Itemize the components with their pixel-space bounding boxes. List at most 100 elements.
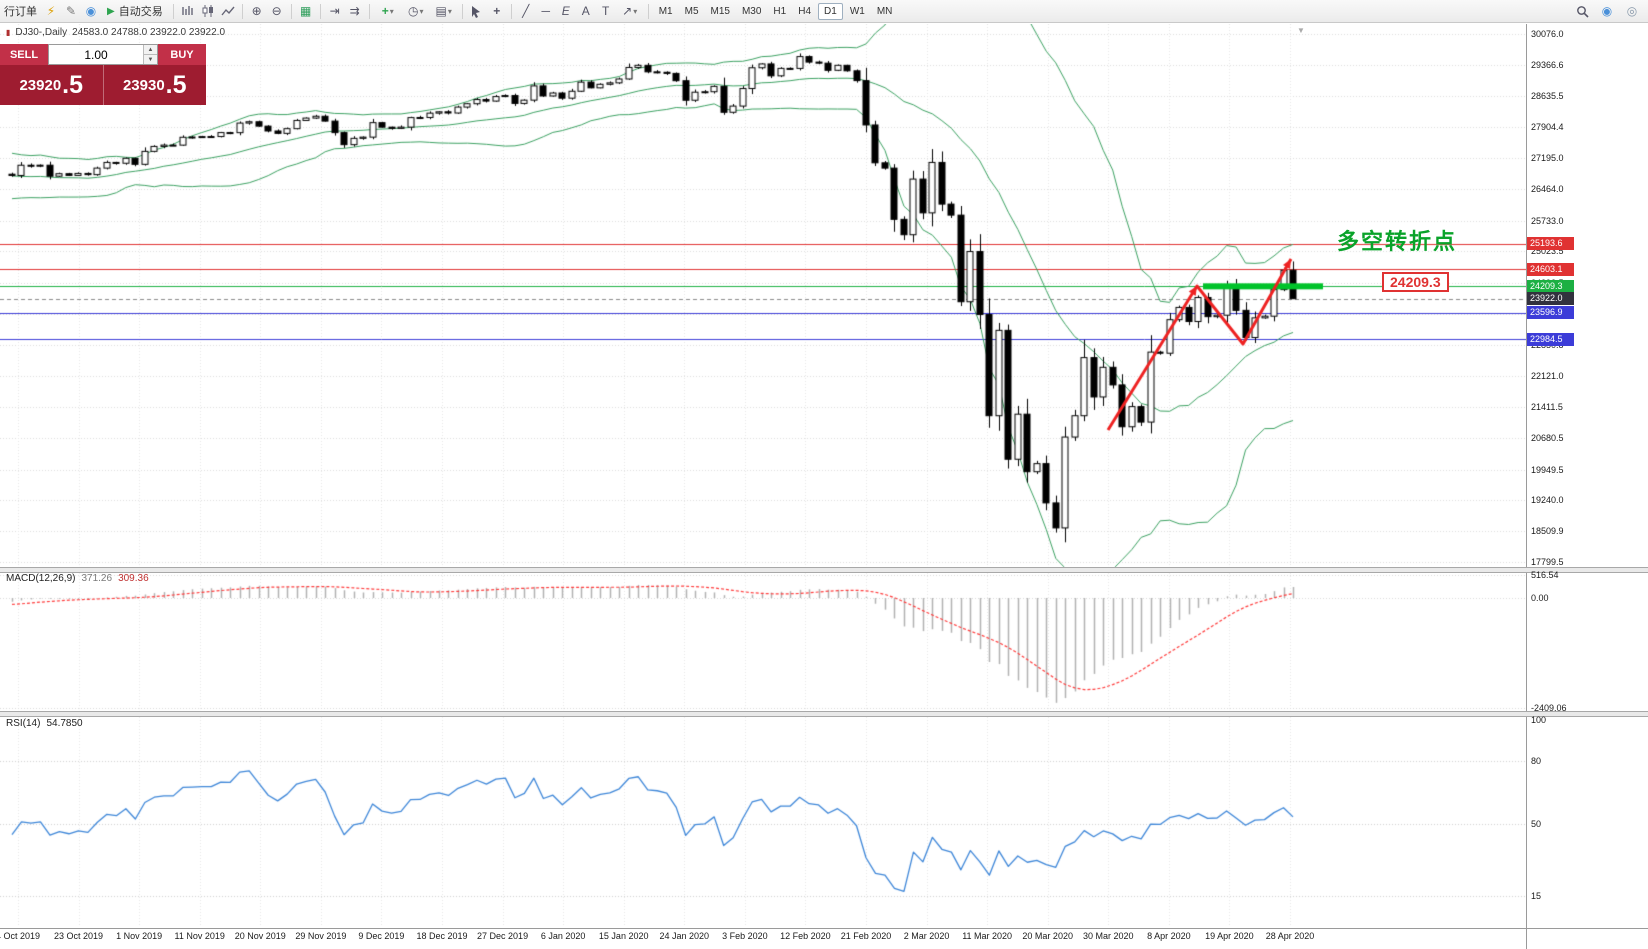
arrow-tool-icon: ↗ — [622, 4, 633, 18]
toolbar-separator — [461, 3, 463, 19]
volume-down-icon[interactable]: ▼ — [144, 54, 157, 64]
price-scale-label: 28635.5 — [1531, 90, 1564, 101]
indicators-button[interactable]: + ▾ — [375, 2, 401, 20]
period-button[interactable]: ◷ ▾ — [403, 2, 429, 20]
price-scale-label: 25733.0 — [1531, 215, 1564, 226]
time-scale-label: 27 Dec 2019 — [477, 931, 529, 941]
price-scale-label: 27195.0 — [1531, 152, 1564, 163]
auto-scroll-icon[interactable]: ⇥ — [329, 4, 340, 18]
price-tag[interactable]: 23922.0 — [1527, 292, 1574, 306]
label-tool-icon[interactable]: T — [602, 4, 610, 18]
rsi-scale-label: 100 — [1531, 715, 1547, 725]
panel-separator[interactable] — [0, 567, 1648, 573]
chart-shift-marker[interactable]: ▼ — [1297, 26, 1305, 35]
tab-timeframe-d1[interactable]: D1 — [818, 2, 843, 20]
template-button[interactable]: ▤ ▾ — [431, 2, 457, 20]
line-chart-icon[interactable] — [219, 2, 237, 20]
chart-canvas[interactable] — [0, 24, 1526, 930]
annotation-text[interactable]: 多空转折点 — [1337, 229, 1458, 254]
time-scale-label: 28 Apr 2020 — [1265, 931, 1315, 941]
tab-timeframe-m30[interactable]: M30 — [741, 5, 762, 17]
chevron-down-icon: ▾ — [389, 6, 394, 16]
candlestick-icon[interactable] — [199, 2, 217, 20]
tab-timeframe-w1[interactable]: W1 — [849, 5, 865, 17]
toolbar: 行订单 ⚡ ✎ ◉ ▶ 自动交易 ⊕ ⊖ ▦ ⇥ ⇉ + ▾ ◷ — [0, 0, 1648, 23]
indicators-icon: + — [381, 4, 389, 18]
crosshair-icon[interactable]: + — [493, 4, 501, 18]
tab-timeframe-h1[interactable]: H1 — [773, 5, 787, 17]
price-tag[interactable]: 24209.3 — [1527, 279, 1574, 293]
arrows-button[interactable]: ↗ ▾ — [617, 2, 643, 20]
tab-timeframe-m15[interactable]: M15 — [710, 5, 730, 17]
price-tag[interactable]: 25193.6 — [1527, 237, 1574, 251]
new-order-icon[interactable]: ⚡ — [46, 4, 56, 18]
text-tool-icon[interactable]: A — [581, 4, 590, 18]
chevron-down-icon: ▾ — [419, 6, 424, 16]
buy-button[interactable]: BUY — [158, 44, 206, 65]
price-scale-label: 19240.0 — [1531, 495, 1564, 506]
time-scale-label: 23 Oct 2019 — [54, 931, 104, 941]
toolbar-left-label[interactable]: 行订单 — [4, 6, 37, 18]
macd-main-value: 371.26 — [81, 573, 113, 584]
cursor-icon[interactable] — [468, 2, 486, 20]
clock-icon: ◷ — [407, 4, 419, 18]
zoom-out-icon[interactable]: ⊖ — [271, 4, 282, 18]
buy-price-button[interactable]: 23930 .5 — [102, 65, 207, 105]
price-scale-label: 17799.5 — [1531, 557, 1564, 568]
tab-timeframe-m1[interactable]: M1 — [658, 5, 673, 17]
macd-name: MACD(12,26,9) — [6, 573, 76, 584]
play-icon: ▶ — [107, 5, 115, 17]
search-icon[interactable] — [1573, 2, 1591, 20]
sell-button[interactable]: SELL — [0, 44, 48, 65]
chart-title: ▮ DJ30-,Daily 24583.0 24788.0 23922.0 23… — [6, 27, 225, 38]
metaeditor-icon[interactable]: ✎ — [65, 4, 77, 18]
tab-timeframe-m5[interactable]: M5 — [684, 5, 699, 17]
price-scale-label: 20680.5 — [1531, 433, 1564, 444]
grid-icon[interactable]: ▦ — [300, 4, 312, 18]
community-icon[interactable]: ◉ — [85, 4, 97, 18]
price-scale-label: 29366.6 — [1531, 59, 1564, 70]
time-scale[interactable]: 4 Oct 2019 23 Oct 2019 1 Nov 2019 11 Nov 20… — [0, 931, 1526, 947]
price-scale-label: 30076.0 — [1531, 29, 1564, 39]
price-tag[interactable]: 23596.9 — [1527, 306, 1574, 320]
template-icon: ▤ — [435, 4, 447, 18]
price-tag[interactable]: 22984.5 — [1527, 332, 1574, 346]
time-scale-label: 12 Feb 2020 — [780, 931, 831, 941]
toolbar-separator — [241, 3, 243, 19]
rsi-scale-label: 50 — [1531, 818, 1542, 829]
chart-icon: ▮ — [6, 28, 11, 37]
macd-label: MACD(12,26,9) 371.26 309.36 — [6, 573, 149, 584]
chat-icon[interactable]: ◉ — [1601, 4, 1613, 18]
horizontal-line-icon[interactable]: ─ — [541, 4, 550, 18]
tab-timeframe-h4[interactable]: H4 — [798, 5, 812, 17]
volume-stepper[interactable]: 1.00 ▲ ▼ — [48, 44, 158, 65]
tab-timeframe-mn[interactable]: MN — [876, 5, 893, 17]
time-scale-label: 1 Nov 2019 — [116, 931, 163, 941]
panel-separator[interactable] — [0, 711, 1648, 717]
macd-scale-label: 0.00 — [1531, 593, 1549, 603]
trendline-icon[interactable]: ╱ — [522, 4, 530, 18]
bar-chart-icon[interactable] — [179, 2, 197, 20]
price-scale-label: 27904.4 — [1531, 122, 1564, 133]
time-scale-label: 29 Nov 2019 — [295, 931, 347, 941]
toolbar-separator — [647, 3, 649, 19]
price-tag[interactable]: 24603.1 — [1527, 262, 1574, 276]
time-scale-label: 6 Jan 2020 — [540, 931, 586, 941]
chart-shift-icon[interactable]: ⇉ — [349, 4, 360, 18]
time-scale-label: 2 Mar 2020 — [903, 931, 950, 941]
channel-icon[interactable]: E — [561, 4, 570, 18]
toolbar-separator — [368, 3, 370, 19]
notifications-icon[interactable]: ◎ — [1626, 4, 1638, 18]
price-callout-label[interactable]: 24209.3 — [1382, 272, 1449, 292]
sell-price-button[interactable]: 23920 .5 — [0, 65, 103, 105]
time-scale-label: 24 Jan 2020 — [659, 931, 710, 941]
one-click-trading-panel: SELL 1.00 ▲ ▼ BUY 23920 .5 23930 .5 — [0, 44, 206, 105]
volume-up-icon[interactable]: ▲ — [144, 45, 157, 54]
time-scale-label: 15 Jan 2020 — [598, 931, 649, 941]
volume-value[interactable]: 1.00 — [84, 47, 108, 62]
price-scale[interactable]: 30076.0 29366.6 28635.5 27904.4 27195.0 26464… — [1526, 0, 1648, 949]
autotrading-button[interactable]: ▶ 自动交易 — [101, 3, 169, 19]
time-scale-label: 8 Apr 2020 — [1147, 931, 1191, 941]
zoom-in-icon[interactable]: ⊕ — [251, 4, 262, 18]
autotrading-label: 自动交易 — [118, 6, 163, 18]
